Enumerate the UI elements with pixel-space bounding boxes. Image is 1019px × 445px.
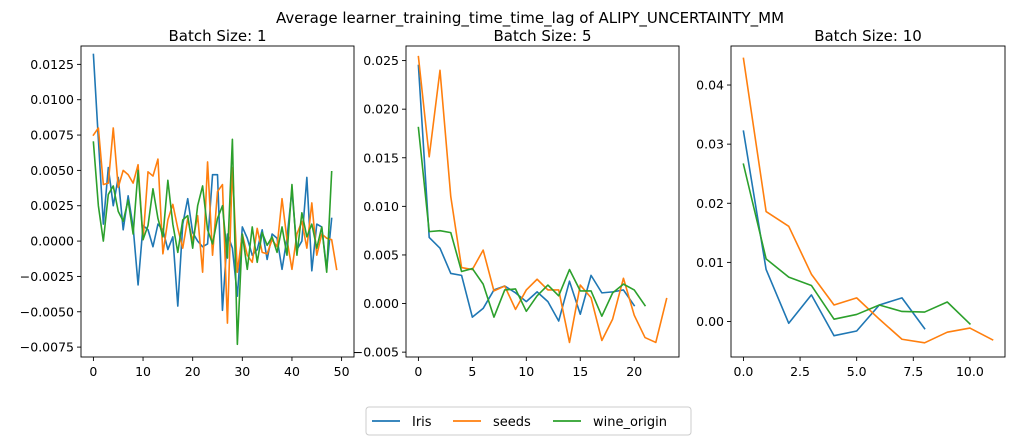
subplot-2: Batch Size: 5 0 5 10 15 20 −0.005 0.000 0.005 0.0… bbox=[353, 27, 680, 379]
y-tick-label: 0.015 bbox=[363, 150, 399, 165]
axes-frame bbox=[80, 45, 355, 358]
x-tick-label: 0 bbox=[89, 364, 97, 379]
x-tick-label: 5 bbox=[468, 364, 476, 379]
x-tick-label: 2.5 bbox=[790, 364, 810, 379]
subplot-title: Batch Size: 10 bbox=[814, 27, 922, 45]
legend-label: wine_origin bbox=[593, 415, 667, 430]
series-line-seeds bbox=[417, 55, 668, 344]
figure-title: Average learner_training_time_time_lag o… bbox=[276, 9, 784, 28]
y-tick-label: −0.0050 bbox=[20, 304, 74, 319]
series-group bbox=[742, 57, 994, 344]
x-tick-label: 20 bbox=[185, 364, 201, 379]
x-tick-label: 20 bbox=[626, 364, 642, 379]
y-tick-label: 0.0100 bbox=[30, 92, 74, 107]
subplots: Batch Size: 10 10 20 30 40 50−0.0075−0.0050−0… bbox=[20, 27, 1006, 379]
y-tick-label: 0.04 bbox=[696, 78, 724, 93]
y-tick-label: 0.0000 bbox=[30, 234, 74, 249]
x-tick-label: 7.5 bbox=[903, 364, 923, 379]
y-tick-label: 0.02 bbox=[696, 196, 724, 211]
y-tick-label: 0.0025 bbox=[30, 198, 74, 213]
legend-box bbox=[365, 406, 692, 436]
x-tick-label: 10 bbox=[135, 364, 151, 379]
y-tick-label: −0.005 bbox=[353, 345, 399, 360]
series-line-iris bbox=[417, 64, 636, 322]
subplot-3: Batch Size: 10 0.0 2.5 5.0 7.5 10.0 0.00 0.01 0.… bbox=[696, 27, 1006, 379]
axes-frame bbox=[730, 45, 1006, 358]
y-tick-label: 0.005 bbox=[363, 247, 399, 262]
x-tick-label: 10.0 bbox=[956, 364, 984, 379]
y-tick-label: 0.01 bbox=[696, 255, 724, 270]
y-tick-label: −0.0075 bbox=[20, 340, 74, 355]
series-line-iris bbox=[92, 53, 333, 312]
x-tick-label: 10 bbox=[518, 364, 534, 379]
y-tick-label: 0.010 bbox=[363, 199, 399, 214]
series-group bbox=[92, 53, 338, 346]
y-tick-label: 0.00 bbox=[696, 314, 724, 329]
y-tick-label: 0.000 bbox=[363, 296, 399, 311]
y-tick-label: 0.0075 bbox=[30, 128, 74, 143]
y-tick-label: 0.03 bbox=[696, 137, 724, 152]
y-tick-label: −0.0025 bbox=[20, 269, 74, 284]
legend-label: Iris bbox=[412, 415, 432, 430]
axes-frame bbox=[405, 45, 680, 358]
y-tick-label: 0.0050 bbox=[30, 163, 74, 178]
legend-label: seeds bbox=[493, 415, 531, 430]
x-tick-label: 30 bbox=[234, 364, 250, 379]
series-line-wine-origin bbox=[417, 126, 647, 318]
series-line-wine-origin bbox=[92, 138, 333, 346]
series-line-seeds bbox=[742, 57, 994, 344]
subplot-1: Batch Size: 1 0 10 20 30 40 50 −0.0075 −0.0050 −0… bbox=[20, 27, 355, 379]
y-tick-label: 0.025 bbox=[363, 53, 399, 68]
subplot-title: Batch Size: 1 bbox=[168, 27, 266, 45]
series-group bbox=[417, 55, 668, 344]
x-tick-label: 50 bbox=[334, 364, 350, 379]
y-tick-label: 0.0125 bbox=[30, 57, 74, 72]
x-tick-label: 5.0 bbox=[847, 364, 867, 379]
x-tick-label: 15 bbox=[572, 364, 588, 379]
y-tick-label: 0.020 bbox=[363, 102, 399, 117]
x-tick-label: 40 bbox=[284, 364, 300, 379]
legend: Iris seeds wine_origin bbox=[365, 406, 692, 436]
series-line-iris bbox=[742, 130, 926, 337]
subplot-title: Batch Size: 5 bbox=[493, 27, 591, 45]
x-tick-label: 0 bbox=[414, 364, 422, 379]
series-line-wine-origin bbox=[742, 163, 972, 326]
x-tick-label: 0.0 bbox=[734, 364, 754, 379]
